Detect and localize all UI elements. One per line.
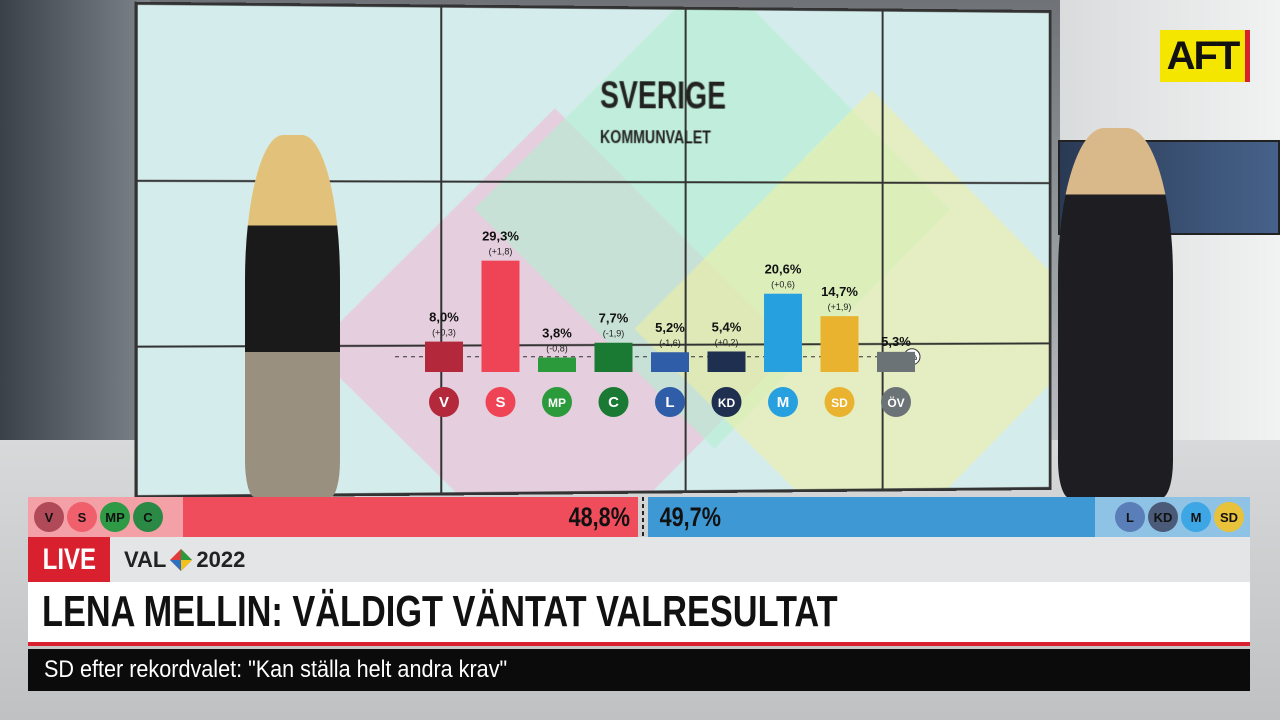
- right-bloc: 49,7% L KD M SD: [648, 497, 1250, 537]
- party-badge-c: C: [133, 502, 163, 532]
- value-label: 5,2%: [655, 320, 685, 335]
- value-label: 3,8%: [542, 326, 572, 341]
- news-ticker: SD efter rekordvalet: "Kan ställa helt a…: [28, 649, 1250, 691]
- party-badge-m: M: [1181, 502, 1211, 532]
- left-bloc-parties: V S MP C: [28, 497, 183, 537]
- bar-öv: [877, 351, 915, 372]
- category-label: MP: [548, 396, 566, 410]
- bar-l: [651, 352, 689, 372]
- party-icon-mp: [542, 387, 572, 417]
- value-label: 8,0%: [429, 310, 459, 325]
- party-icon-l: [655, 387, 685, 417]
- category-label: C: [608, 394, 619, 411]
- val-diamond-icon: [170, 548, 193, 571]
- bar-kd: [707, 351, 746, 372]
- bar-v: [425, 341, 463, 372]
- left-bloc: V S MP C 48,8%: [28, 497, 638, 537]
- category-label: S: [495, 394, 505, 411]
- change-label: (+0,2): [715, 337, 739, 347]
- party-icon-c: [598, 387, 629, 417]
- right-bloc-parties: L KD M SD: [1095, 497, 1250, 537]
- party-badge-kd: KD: [1148, 502, 1178, 532]
- party-icon-sd: [824, 387, 855, 417]
- value-label: 5,3%: [881, 334, 911, 349]
- change-label: (+0,3): [432, 328, 456, 338]
- presenter-right: [1058, 128, 1173, 498]
- presenter-left: [245, 135, 340, 497]
- change-label: (-1,9): [603, 329, 625, 339]
- change-label: (+1,9): [828, 302, 852, 312]
- majority-line: [642, 497, 644, 537]
- party-results-chart: 4%8,0%(+0,3)V29,3%(+1,8)S3,8%(-0,8)MP7,7…: [395, 229, 921, 417]
- value-label: 14,7%: [821, 284, 858, 299]
- bar-c: [594, 342, 633, 372]
- bar-m: [764, 293, 802, 372]
- value-label: 7,7%: [599, 311, 629, 326]
- party-icon-m: [768, 387, 798, 417]
- party-badge-mp: MP: [100, 502, 130, 532]
- party-icon-kd: [711, 387, 742, 417]
- change-label: (+0,6): [771, 280, 795, 290]
- category-label: KD: [718, 396, 736, 410]
- live-row: LIVE VAL 2022: [28, 537, 1250, 582]
- value-label: 29,3%: [482, 229, 519, 244]
- category-label: V: [439, 394, 449, 411]
- party-icon-s: [485, 387, 516, 417]
- category-label: M: [777, 394, 790, 411]
- change-label: (+1,8): [489, 247, 513, 257]
- bar-mp: [538, 357, 576, 372]
- category-label: SD: [831, 396, 848, 410]
- value-label: 20,6%: [765, 262, 802, 277]
- party-badge-sd: SD: [1214, 502, 1244, 532]
- party-icon-öv: [881, 387, 911, 417]
- party-badge-s: S: [67, 502, 97, 532]
- left-bloc-percent: 48,8%: [569, 501, 631, 532]
- party-badge-v: V: [34, 502, 64, 532]
- right-bloc-percent: 49,7%: [659, 501, 721, 532]
- bar-sd: [820, 316, 859, 372]
- live-badge: LIVE: [28, 537, 110, 582]
- category-label: ÖV: [887, 395, 904, 410]
- party-badge-l: L: [1115, 502, 1145, 532]
- studio-background-left: [0, 0, 150, 500]
- val-2022-logo: VAL 2022: [124, 546, 246, 572]
- broadcaster-logo: AFT: [1160, 30, 1250, 82]
- change-label: (-0,8): [546, 344, 568, 354]
- value-label: 5,4%: [712, 319, 742, 334]
- category-label: L: [665, 394, 674, 411]
- headline: LENA MELLIN: VÄLDIGT VÄNTAT VALRESULTAT: [28, 582, 1250, 646]
- change-label: (-1,6): [659, 338, 681, 348]
- party-icon-v: [429, 387, 459, 417]
- majority-bar: V S MP C 48,8% 49,7% L KD M SD: [28, 497, 1250, 537]
- bar-s: [481, 260, 520, 372]
